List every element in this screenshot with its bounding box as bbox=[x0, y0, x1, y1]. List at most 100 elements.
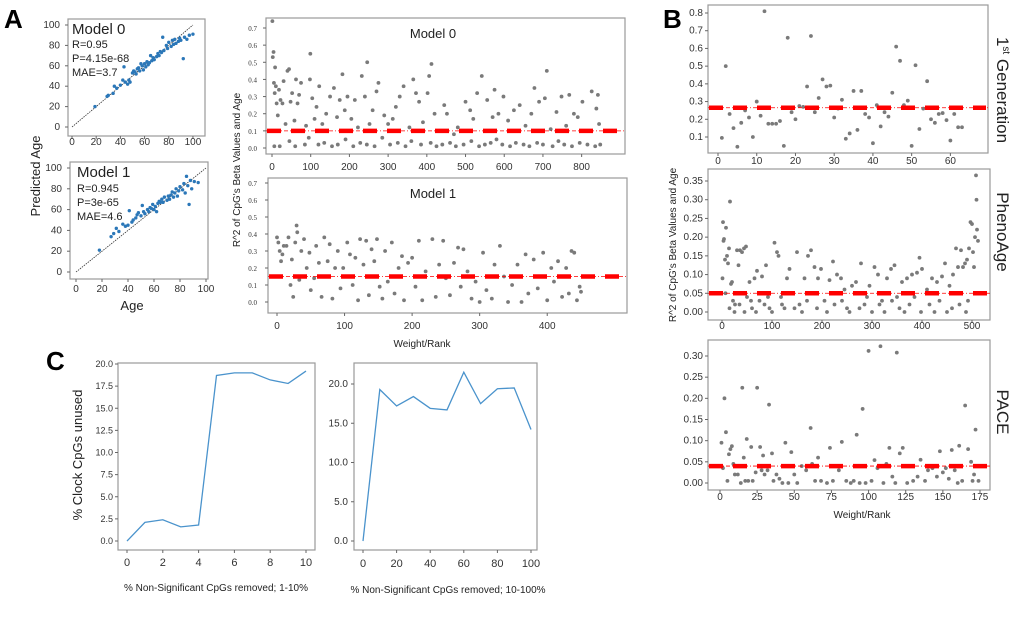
data-point bbox=[485, 98, 490, 102]
b1-side-label: 1st Generation bbox=[993, 37, 1012, 143]
data-point bbox=[138, 69, 142, 73]
data-point bbox=[316, 261, 321, 265]
data-point bbox=[936, 112, 941, 116]
data-point bbox=[395, 140, 400, 145]
data-point bbox=[297, 278, 302, 282]
data-point bbox=[921, 106, 926, 111]
data-point bbox=[730, 280, 734, 284]
data-point bbox=[187, 202, 191, 207]
data-point bbox=[173, 191, 177, 195]
data-point bbox=[766, 121, 771, 126]
data-point bbox=[770, 121, 775, 126]
data-point bbox=[492, 262, 497, 267]
data-point bbox=[793, 117, 798, 122]
data-point bbox=[961, 265, 965, 269]
x-tick-label: 50 bbox=[789, 492, 801, 503]
data-point bbox=[815, 306, 819, 311]
data-point bbox=[886, 114, 891, 119]
data-point bbox=[792, 306, 797, 311]
data-point bbox=[278, 98, 283, 102]
data-point bbox=[149, 206, 154, 211]
data-point bbox=[171, 195, 176, 199]
y-tick-label: 10.0 bbox=[329, 458, 349, 469]
data-point bbox=[442, 103, 447, 108]
data-point bbox=[513, 140, 518, 145]
c1-xlabel: % Non-Significant CpGs removed; 1-10% bbox=[124, 583, 308, 594]
stat-annotation: R=0.945 bbox=[77, 183, 119, 195]
data-point bbox=[779, 295, 783, 299]
x-tick-label: 100 bbox=[185, 137, 202, 148]
y-tick-label: 10.0 bbox=[95, 448, 113, 458]
data-point bbox=[897, 306, 902, 311]
data-point bbox=[925, 79, 930, 84]
x-tick-label: 10 bbox=[751, 156, 763, 167]
data-point bbox=[827, 278, 832, 283]
data-point bbox=[567, 92, 572, 97]
data-point bbox=[727, 306, 732, 311]
data-point bbox=[750, 306, 754, 311]
data-point bbox=[335, 249, 340, 253]
data-point bbox=[859, 89, 864, 93]
data-point bbox=[785, 276, 789, 281]
data-point bbox=[857, 306, 862, 311]
data-point bbox=[482, 142, 487, 147]
data-point bbox=[771, 478, 776, 483]
data-point bbox=[831, 478, 835, 483]
data-point bbox=[737, 302, 742, 307]
data-point bbox=[819, 267, 823, 271]
data-point bbox=[822, 298, 827, 303]
y-tick-label: 5.0 bbox=[334, 497, 348, 508]
data-point bbox=[477, 144, 481, 149]
data-point bbox=[275, 113, 280, 118]
data-point bbox=[764, 263, 768, 268]
data-point bbox=[165, 46, 170, 51]
data-point bbox=[974, 197, 979, 202]
data-point bbox=[297, 92, 301, 97]
data-point bbox=[806, 253, 810, 258]
data-point bbox=[963, 403, 968, 408]
data-point bbox=[754, 99, 759, 104]
data-point bbox=[273, 65, 277, 70]
data-point bbox=[477, 300, 482, 304]
y-tick-label: 0 bbox=[54, 122, 60, 133]
y-tick-label: 0.2 bbox=[689, 114, 703, 125]
x-tick-label: 0 bbox=[69, 137, 75, 148]
data-point bbox=[863, 481, 868, 485]
data-point bbox=[192, 179, 196, 184]
data-point bbox=[812, 110, 817, 115]
data-point bbox=[876, 272, 880, 277]
data-point bbox=[164, 43, 169, 48]
data-point bbox=[721, 220, 725, 225]
y-tick-label: 7.5 bbox=[100, 470, 113, 480]
data-point bbox=[456, 245, 460, 250]
x-tick-label: 40 bbox=[122, 284, 134, 295]
data-point bbox=[121, 222, 125, 226]
y-tick-label: 0.1 bbox=[689, 132, 703, 143]
data-point bbox=[345, 240, 350, 245]
data-point bbox=[380, 296, 385, 301]
data-point bbox=[316, 142, 321, 147]
data-point bbox=[523, 252, 528, 257]
data-point bbox=[441, 238, 446, 243]
x-tick-label: 0 bbox=[715, 156, 721, 167]
data-point bbox=[767, 402, 771, 407]
data-point bbox=[957, 302, 962, 307]
data-point bbox=[123, 224, 128, 228]
data-point bbox=[733, 302, 737, 307]
identity-line bbox=[71, 24, 194, 128]
plot-frame bbox=[707, 339, 991, 491]
data-point bbox=[328, 94, 332, 99]
data-point bbox=[802, 276, 807, 281]
data-point bbox=[364, 238, 369, 243]
data-point bbox=[160, 197, 164, 201]
data-point bbox=[944, 118, 949, 123]
chart-title: Model 1 bbox=[77, 164, 130, 181]
data-point bbox=[967, 246, 971, 251]
y-tick-label: 0.15 bbox=[684, 415, 704, 426]
data-point bbox=[182, 35, 187, 39]
data-point bbox=[159, 50, 164, 55]
data-point bbox=[549, 266, 554, 270]
data-point bbox=[393, 104, 398, 109]
data-point bbox=[428, 140, 433, 145]
plot-frame bbox=[117, 362, 316, 551]
